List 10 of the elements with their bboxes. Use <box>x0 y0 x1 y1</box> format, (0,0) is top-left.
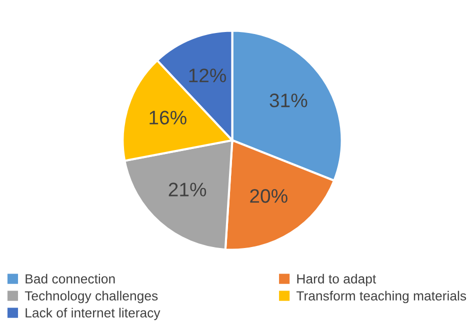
data-label: 31% <box>270 94 308 108</box>
data-label: 16% <box>150 110 186 124</box>
legend-label: Hard to adapt <box>297 274 376 286</box>
data-label: 21% <box>168 182 206 196</box>
legend-label: Transform teaching materials <box>296 290 466 304</box>
legend-label: Lack of internet literacy <box>26 308 160 320</box>
data-label: 20% <box>250 189 288 203</box>
legend-label: Technology challenges <box>24 290 158 304</box>
data-label: 12% <box>189 68 226 82</box>
legend-label: Bad connection <box>26 274 115 284</box>
